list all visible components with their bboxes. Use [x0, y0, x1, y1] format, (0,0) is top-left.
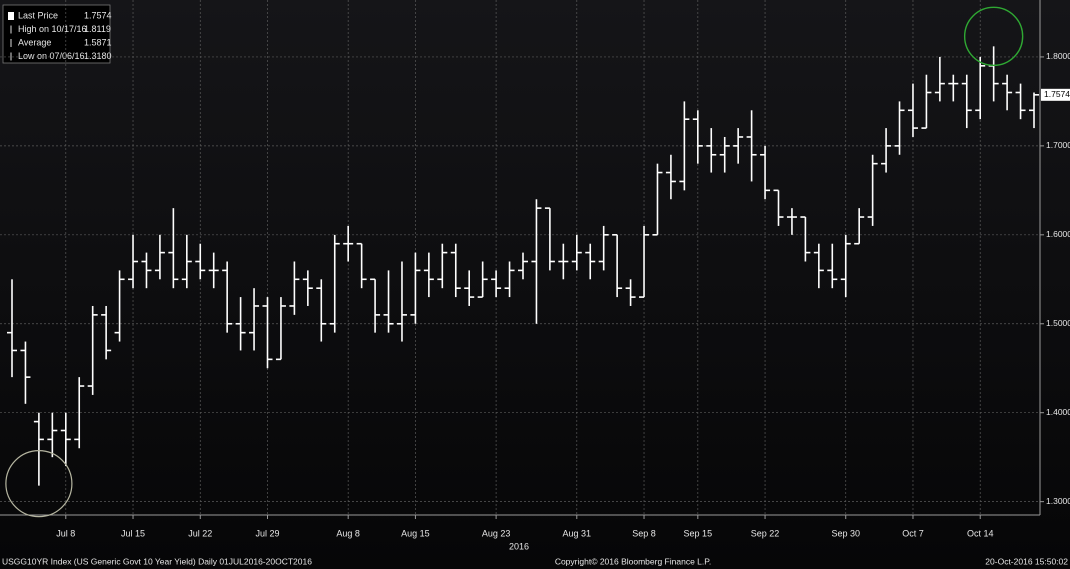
x-tick-label: Sep 8 [632, 528, 656, 538]
x-tick-label: Aug 31 [563, 528, 592, 538]
last-price-tag [1041, 88, 1070, 101]
x-tick-label: Oct 7 [902, 528, 924, 538]
x-tick-label: Sep 22 [751, 528, 780, 538]
x-tick-label: Jul 22 [188, 528, 212, 538]
legend-swatch [8, 12, 14, 20]
legend-value: 1.5871 [84, 37, 112, 47]
footer-right: 20-Oct-2016 15:50:02 [985, 556, 1068, 566]
x-tick-label: Oct 14 [967, 528, 994, 538]
y-tick-label: 1.4000 [1046, 407, 1070, 417]
legend-label: Last Price [18, 10, 58, 20]
x-tick-label: Jul 29 [255, 528, 279, 538]
footer-center: Copyright© 2016 Bloomberg Finance L.P. [555, 556, 711, 566]
low-highlight [5, 450, 73, 518]
legend: Last Price 1.7574 High on 10/17/161.8119 Av… [2, 4, 112, 64]
x-tick-label: Sep 15 [684, 528, 713, 538]
y-tick-label: 1.5000 [1046, 318, 1070, 328]
legend-value: 1.3180 [84, 51, 112, 61]
x-axis-year: 2016 [509, 541, 529, 551]
legend-label: Low on 07/06/16 [18, 51, 85, 61]
high-highlight [963, 6, 1024, 67]
legend-value: 1.7574 [84, 10, 112, 20]
y-tick-label: 1.3000 [1046, 496, 1070, 506]
y-tick-label: 1.7000 [1046, 140, 1070, 150]
legend-value: 1.8119 [84, 24, 111, 34]
last-price-label: 1.7574 [1044, 89, 1070, 99]
x-tick-label: Jul 8 [56, 528, 75, 538]
legend-box [2, 4, 111, 64]
x-tick-label: Jul 15 [121, 528, 145, 538]
y-tick-label: 1.8000 [1046, 51, 1070, 61]
legend-label: High on 10/17/16 [18, 24, 87, 34]
x-tick-label: Aug 23 [482, 528, 511, 538]
x-tick-label: Aug 8 [336, 528, 360, 538]
y-tick-label: 1.6000 [1046, 229, 1070, 239]
x-tick-label: Sep 30 [831, 528, 860, 538]
x-tick-label: Aug 15 [401, 528, 430, 538]
footer-left: USGG10YR Index (US Generic Govt 10 Year … [2, 556, 312, 566]
legend-label: Average [18, 37, 51, 47]
